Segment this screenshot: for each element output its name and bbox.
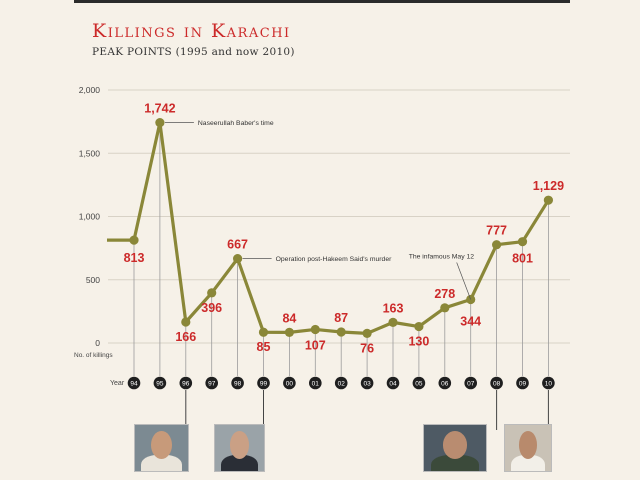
top-rule	[74, 0, 570, 3]
y-tick-label: 1,500	[79, 148, 101, 158]
x-tick-label: 95	[156, 381, 164, 388]
data-label: 813	[124, 251, 145, 265]
portrait-photo	[504, 424, 552, 472]
year-badge	[438, 376, 452, 390]
portrait-photo	[214, 424, 265, 472]
data-label: 777	[486, 224, 507, 238]
x-tick-label: 02	[338, 381, 346, 388]
data-point	[543, 195, 554, 205]
year-badge	[516, 376, 529, 390]
data-label: 344	[460, 314, 481, 328]
portrait-face	[442, 431, 468, 459]
y-tick-label: 500	[86, 275, 100, 285]
data-point	[233, 254, 243, 264]
year-badge	[205, 376, 218, 390]
data-point	[181, 317, 191, 327]
year-badge	[257, 376, 270, 390]
data-point	[207, 288, 217, 298]
y-tick-label: 1,000	[79, 212, 101, 222]
year-badge	[231, 376, 244, 390]
portrait-face	[229, 431, 250, 459]
year-badge	[490, 376, 503, 390]
data-label: 107	[305, 338, 326, 352]
portrait-body	[431, 455, 479, 471]
portrait-body	[220, 455, 259, 471]
x-tick-label: 09	[519, 381, 527, 388]
year-badge	[309, 376, 322, 390]
data-point	[258, 327, 269, 337]
data-point	[440, 303, 450, 313]
x-axis-label: Year	[110, 380, 125, 387]
year-badge	[283, 376, 296, 390]
portrait-face	[150, 431, 173, 459]
data-label: 166	[175, 330, 196, 344]
data-label: 396	[201, 301, 222, 315]
annotation-leader	[456, 262, 472, 300]
x-tick-label: 03	[363, 381, 371, 388]
data-point	[284, 327, 294, 337]
data-point	[310, 324, 320, 335]
year-badge	[360, 376, 374, 390]
data-label: 130	[408, 335, 429, 349]
x-tick-label: 01	[312, 381, 320, 388]
x-tick-label: 99	[260, 381, 268, 388]
y-axis-label: No. of killings	[74, 352, 113, 359]
x-tick-label: 10	[545, 381, 553, 388]
annotation-text: Naseerullah Baber's time	[198, 120, 274, 127]
year-badge	[179, 376, 193, 390]
data-point	[336, 327, 346, 337]
chart-title: Killings in Karachi	[92, 20, 291, 42]
y-tick-label: 2,000	[79, 85, 101, 95]
data-point	[155, 118, 165, 128]
year-badge	[412, 376, 426, 390]
data-label: 76	[360, 341, 374, 355]
x-tick-label: 94	[130, 381, 138, 388]
portrait-face	[518, 431, 538, 459]
data-label: 84	[282, 311, 296, 325]
year-badge	[386, 376, 400, 390]
x-tick-label: 97	[208, 381, 216, 388]
x-tick-label: 98	[234, 381, 242, 388]
data-label: 1,129	[533, 179, 564, 193]
year-badge	[464, 376, 478, 390]
annotation-text: The infamous May 12	[409, 253, 475, 260]
y-tick-label: 0	[95, 338, 100, 348]
data-point	[129, 235, 139, 245]
data-point	[414, 321, 424, 332]
x-tick-label: 96	[182, 381, 190, 388]
data-label: 278	[434, 287, 455, 301]
x-tick-label: 08	[493, 381, 501, 388]
year-badge	[542, 376, 555, 390]
data-label: 1,742	[144, 102, 175, 116]
data-label: 801	[512, 252, 533, 266]
data-point	[362, 328, 372, 338]
year-badge	[153, 376, 167, 390]
data-label: 87	[334, 311, 348, 325]
portrait-body	[141, 455, 182, 471]
data-label: 667	[227, 238, 248, 252]
year-badge	[334, 376, 348, 390]
portrait-body	[510, 455, 546, 471]
x-tick-label: 06	[441, 381, 449, 388]
data-point	[517, 237, 528, 247]
portrait-photo	[134, 424, 189, 472]
x-tick-label: 07	[467, 381, 475, 388]
x-tick-label: 05	[415, 381, 423, 388]
x-tick-label: 00	[286, 381, 294, 388]
annotation-text: Operation post-Hakeem Said's murder	[276, 256, 392, 263]
data-label: 163	[383, 301, 404, 315]
chart-subtitle: PEAK POINTS (1995 and now 2010)	[92, 46, 295, 58]
portrait-photo	[423, 424, 487, 472]
data-point	[492, 240, 502, 250]
x-tick-label: 04	[389, 381, 397, 388]
data-point	[388, 317, 398, 327]
data-label: 85	[257, 340, 271, 354]
year-badge	[127, 376, 141, 390]
